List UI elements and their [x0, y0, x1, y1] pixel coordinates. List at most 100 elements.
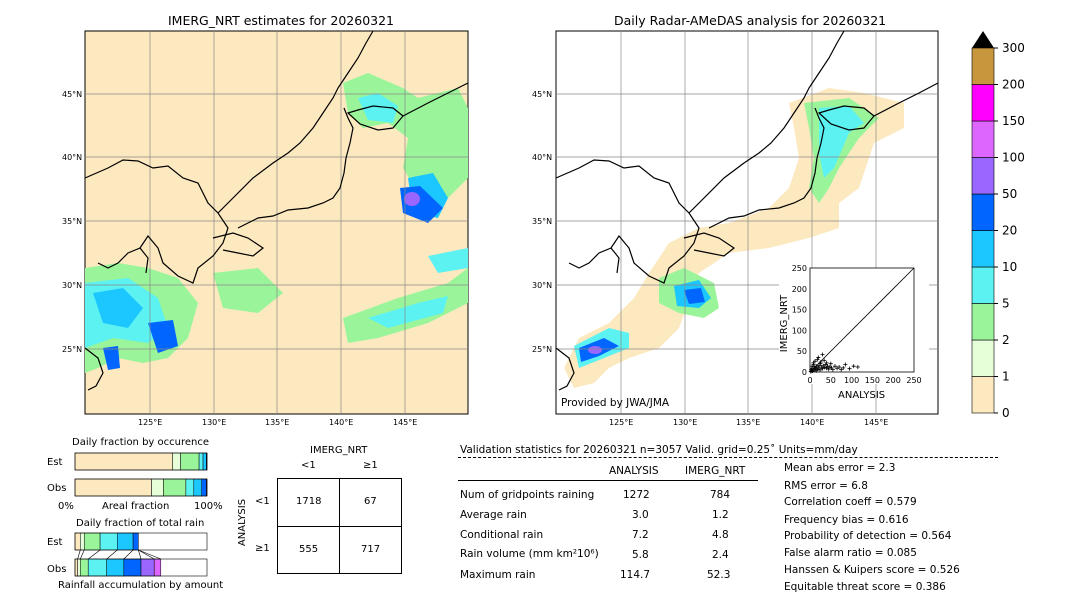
fraction-connector — [138, 549, 161, 560]
scatter-ylabel: IMERG_NRT — [779, 294, 791, 353]
score-ets: Equitable threat score = 0.386 — [784, 581, 946, 593]
left-lat-40: 40°N — [62, 153, 83, 162]
stat-row-label: Maximum rain — [460, 569, 536, 581]
scatter-point — [841, 365, 846, 370]
right-lat-35: 35°N — [532, 217, 553, 226]
contingency-col-ge: ≥1 — [363, 460, 378, 471]
accumulation-caption: Rainfall accumulation by amount — [58, 580, 224, 591]
scatter-point — [820, 352, 825, 357]
scatter-point — [826, 367, 831, 372]
scatter-point — [816, 355, 821, 360]
stat-row-label: Rain volume (mm km²10⁶) — [460, 548, 599, 560]
right-lon-125: 125°E — [609, 418, 634, 427]
fraction-bar-segment — [77, 558, 81, 577]
colorbar-tick-label: 5 — [1002, 297, 1010, 311]
validation-col-rule — [458, 480, 758, 481]
fraction-connector — [77, 549, 81, 560]
scatter-point — [843, 362, 848, 367]
scatter-point — [817, 367, 822, 372]
scatter-point — [832, 364, 837, 369]
right-map — [555, 30, 939, 415]
contingency-cell-false-alarm: 67 — [364, 496, 377, 507]
stat-row-analysis: 1272 — [623, 489, 650, 501]
scatter-x-tick: 100 — [844, 376, 859, 385]
scatter-point — [839, 367, 844, 372]
score-hk: Hanssen & Kuipers score = 0.526 — [784, 564, 960, 576]
fraction-connector — [123, 549, 134, 560]
occurrence-title: Daily fraction by occurence — [72, 437, 210, 448]
contingency-row-axis: ANALYSIS — [237, 498, 249, 547]
stat-row-imerg: 1.2 — [712, 509, 729, 521]
left-map — [84, 30, 469, 415]
scatter-y-tick: 100 — [792, 326, 807, 335]
fraction-bar-segment — [99, 532, 118, 551]
scatter-point — [810, 364, 815, 369]
score-pod: Probability of detection = 0.564 — [784, 530, 952, 542]
validation-col-analysis: ANALYSIS — [609, 465, 659, 477]
fraction-bar-segment — [172, 452, 181, 471]
inset-scatter-plot: 00 50 50 100 100 150 150 200 200 250 250 — [792, 264, 922, 385]
fraction-bar-segment — [140, 558, 155, 577]
scatter-x-tick: 250 — [906, 376, 921, 385]
stat-row-label: Conditional rain — [460, 529, 544, 541]
score-frequency-bias: Frequency bias = 0.616 — [784, 514, 909, 526]
left-lon-130: 130°E — [202, 418, 227, 427]
stat-row-analysis: 114.7 — [620, 569, 651, 581]
right-lat-30: 30°N — [532, 281, 553, 290]
scatter-y-tick: 200 — [792, 285, 807, 294]
right-lat-40: 40°N — [532, 153, 553, 162]
total-rain-bars — [74, 532, 208, 577]
right-lat-25: 25°N — [532, 345, 553, 354]
right-map-title: Daily Radar-AMeDAS analysis for 20260321 — [614, 13, 887, 28]
stat-row-label: Num of gridpoints raining — [460, 489, 595, 501]
colorbar-segment — [971, 376, 995, 414]
colorbar-tick-label: 20 — [1002, 224, 1017, 238]
right-coastlines — [555, 30, 939, 391]
fraction-bar-segment — [202, 452, 207, 471]
total-est-label: Est — [47, 537, 63, 548]
fraction-bar-segment — [83, 532, 101, 551]
fraction-bar-outline — [74, 478, 208, 497]
scatter-point — [830, 367, 835, 372]
fraction-connector — [138, 549, 155, 560]
fraction-axis-right: 100% — [194, 501, 223, 512]
fraction-bar-segment — [163, 478, 187, 497]
contingency-cell-hit-neg: 1718 — [296, 496, 322, 507]
fraction-connector — [88, 549, 101, 560]
score-mae: Mean abs error = 2.3 — [784, 462, 896, 474]
contingency-col-lt: <1 — [301, 460, 316, 471]
scatter-point — [835, 366, 840, 371]
scatter-y-tick: 250 — [792, 264, 807, 273]
stat-row-imerg: 784 — [710, 489, 731, 501]
left-coastlines — [84, 30, 469, 391]
score-rmse: RMS error = 6.8 — [784, 480, 868, 492]
colorbar-tick-label: 150 — [1002, 114, 1025, 128]
contingency-grid — [277, 478, 402, 574]
colorbar-tick-label: 1 — [1002, 370, 1010, 384]
fraction-bar-segment — [185, 478, 195, 497]
colorbar-segment — [971, 303, 995, 341]
left-map-title: IMERG_NRT estimates for 20260321 — [168, 13, 395, 28]
colorbar-tick-label: 2 — [1002, 333, 1010, 347]
fraction-axis-mid: Areal fraction — [102, 501, 170, 512]
scatter-point — [812, 359, 817, 364]
fraction-bar-segment — [198, 452, 204, 471]
right-lon-145: 145°E — [864, 418, 889, 427]
scatter-point — [824, 360, 829, 365]
contingency-row-ge: ≥1 — [255, 543, 270, 554]
scatter-point — [822, 365, 827, 370]
scatter-x-tick: 200 — [886, 376, 901, 385]
colorbar-segment — [971, 230, 995, 268]
contingency-cell-miss: 555 — [299, 544, 319, 555]
left-lon-140: 140°E — [329, 418, 354, 427]
colorbar-segment — [971, 84, 995, 122]
fraction-bar-segment — [80, 532, 85, 551]
fraction-bar-segment — [74, 558, 78, 577]
fraction-axis-left: 0% — [58, 501, 74, 512]
scatter-point — [828, 361, 833, 366]
colorbar-segment — [971, 157, 995, 195]
contingency-cell-hit: 717 — [361, 544, 381, 555]
scatter-y-tick: 150 — [792, 306, 807, 315]
scatter-diagonal — [809, 267, 915, 373]
right-lon-135: 135°E — [736, 418, 761, 427]
